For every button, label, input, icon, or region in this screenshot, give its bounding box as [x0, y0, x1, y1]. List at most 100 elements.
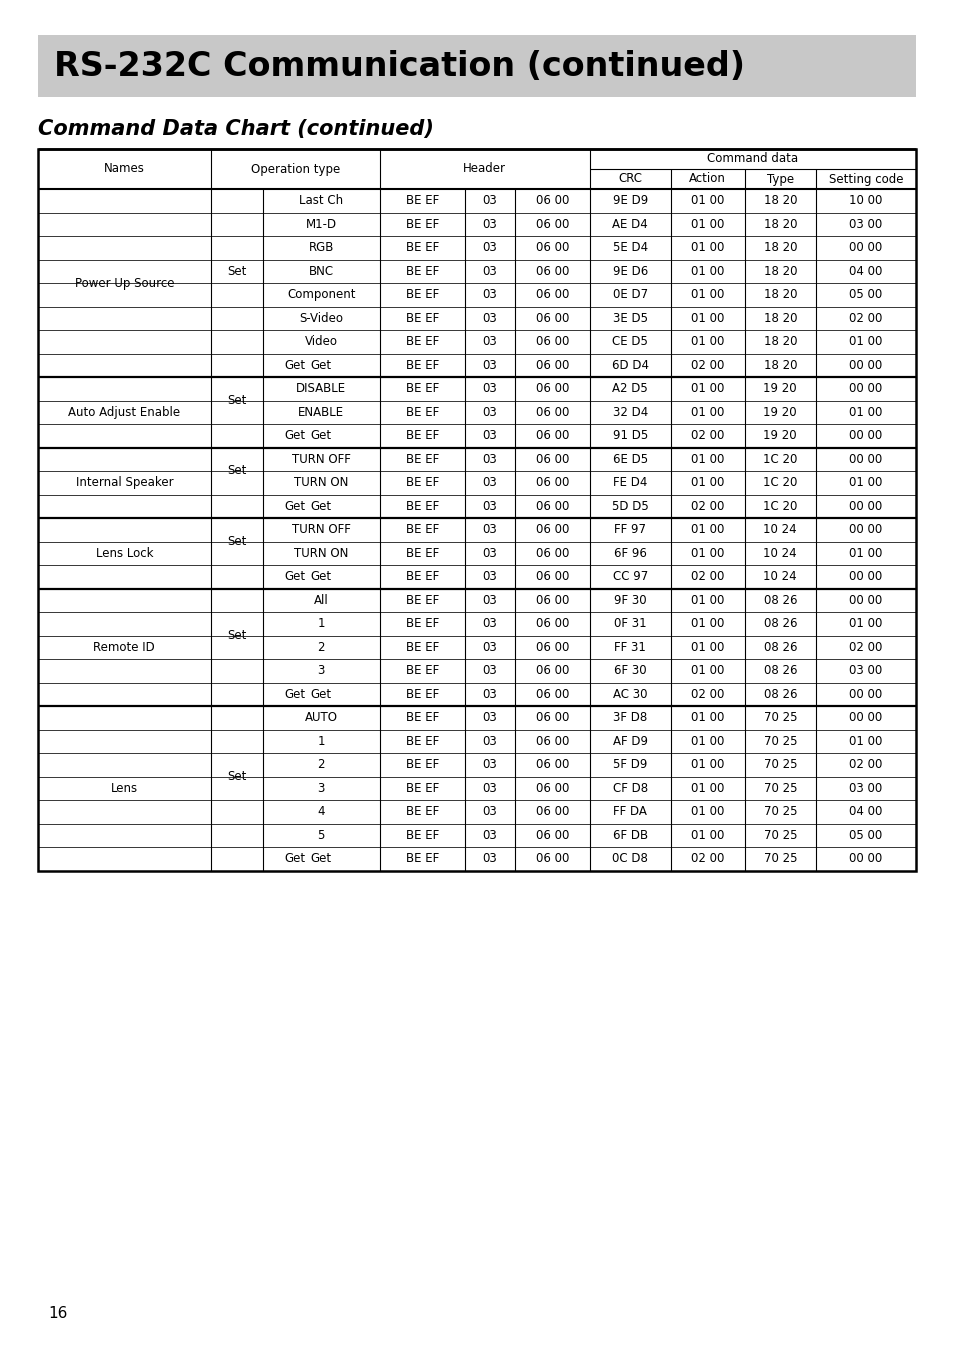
Text: 00 00: 00 00	[848, 571, 882, 583]
Text: 01 00: 01 00	[848, 734, 882, 748]
Text: 70 25: 70 25	[762, 781, 796, 795]
Text: 01 00: 01 00	[848, 476, 882, 489]
Text: 19 20: 19 20	[762, 429, 797, 442]
Text: 01 00: 01 00	[690, 288, 723, 301]
Text: BE EF: BE EF	[405, 312, 438, 324]
Text: 04 00: 04 00	[848, 806, 882, 818]
Text: 03: 03	[482, 688, 497, 700]
Text: 03: 03	[482, 406, 497, 419]
Text: 04 00: 04 00	[848, 265, 882, 277]
Text: Get: Get	[284, 500, 305, 512]
Text: 08 26: 08 26	[762, 594, 796, 607]
Text: 70 25: 70 25	[762, 758, 796, 771]
Text: BE EF: BE EF	[405, 806, 438, 818]
Text: 06 00: 06 00	[535, 406, 568, 419]
Text: RS-232C Communication (continued): RS-232C Communication (continued)	[54, 50, 744, 82]
Text: 3E D5: 3E D5	[612, 312, 647, 324]
Text: 03: 03	[482, 358, 497, 372]
Text: 03 00: 03 00	[848, 218, 882, 231]
Text: BE EF: BE EF	[405, 829, 438, 842]
Text: 16: 16	[48, 1306, 68, 1321]
Text: Set: Set	[227, 629, 246, 642]
Text: Get: Get	[284, 429, 305, 442]
Text: 06 00: 06 00	[535, 594, 568, 607]
Text: 3: 3	[317, 781, 324, 795]
Text: Get: Get	[311, 500, 332, 512]
Text: 06 00: 06 00	[535, 218, 568, 231]
Text: FE D4: FE D4	[613, 476, 647, 489]
Text: 3: 3	[317, 664, 324, 677]
Text: BE EF: BE EF	[405, 335, 438, 349]
Text: 02 00: 02 00	[690, 358, 723, 372]
Text: 01 00: 01 00	[690, 383, 723, 395]
Text: 03: 03	[482, 335, 497, 349]
Text: 03: 03	[482, 195, 497, 207]
Text: 03: 03	[482, 500, 497, 512]
Text: CE D5: CE D5	[612, 335, 647, 349]
Text: 06 00: 06 00	[535, 358, 568, 372]
Text: 05 00: 05 00	[848, 829, 882, 842]
Text: BE EF: BE EF	[405, 594, 438, 607]
Text: 03: 03	[482, 383, 497, 395]
Text: 10 24: 10 24	[762, 571, 797, 583]
Text: Component: Component	[287, 288, 355, 301]
Text: BE EF: BE EF	[405, 195, 438, 207]
Text: M1-D: M1-D	[305, 218, 336, 231]
Text: 01 00: 01 00	[690, 406, 723, 419]
Text: 1: 1	[317, 618, 325, 630]
Text: 03: 03	[482, 571, 497, 583]
Text: 01 00: 01 00	[690, 241, 723, 254]
Text: BE EF: BE EF	[405, 688, 438, 700]
Text: 18 20: 18 20	[762, 241, 796, 254]
Text: RGB: RGB	[308, 241, 334, 254]
Text: Command Data Chart (continued): Command Data Chart (continued)	[38, 119, 434, 139]
Text: 06 00: 06 00	[535, 312, 568, 324]
Text: TURN OFF: TURN OFF	[292, 453, 350, 465]
Text: 08 26: 08 26	[762, 664, 796, 677]
Text: 18 20: 18 20	[762, 358, 796, 372]
Text: 03 00: 03 00	[848, 664, 882, 677]
Text: 03: 03	[482, 453, 497, 465]
Text: BE EF: BE EF	[405, 429, 438, 442]
Text: Action: Action	[688, 173, 725, 185]
Text: TURN ON: TURN ON	[294, 546, 348, 560]
Text: ENABLE: ENABLE	[297, 406, 344, 419]
Text: 02 00: 02 00	[848, 758, 882, 771]
Text: 70 25: 70 25	[762, 734, 796, 748]
Text: 03: 03	[482, 546, 497, 560]
Text: 03: 03	[482, 265, 497, 277]
Text: BE EF: BE EF	[405, 288, 438, 301]
Text: 03: 03	[482, 594, 497, 607]
Text: 06 00: 06 00	[535, 734, 568, 748]
Text: 02 00: 02 00	[690, 571, 723, 583]
Text: 5D D5: 5D D5	[611, 500, 648, 512]
Text: BE EF: BE EF	[405, 523, 438, 537]
Text: Get: Get	[311, 852, 332, 865]
Text: 01 00: 01 00	[690, 758, 723, 771]
Text: 1: 1	[317, 734, 325, 748]
Text: 06 00: 06 00	[535, 781, 568, 795]
Text: BE EF: BE EF	[405, 218, 438, 231]
Text: Set: Set	[227, 465, 246, 477]
Text: BE EF: BE EF	[405, 781, 438, 795]
Text: 06 00: 06 00	[535, 688, 568, 700]
Text: Last Ch: Last Ch	[299, 195, 343, 207]
Text: 9E D6: 9E D6	[612, 265, 647, 277]
Text: 0E D7: 0E D7	[612, 288, 647, 301]
Text: 00 00: 00 00	[848, 852, 882, 865]
Text: 01 00: 01 00	[690, 265, 723, 277]
Text: Set: Set	[227, 265, 246, 277]
Text: BE EF: BE EF	[405, 664, 438, 677]
Text: CC 97: CC 97	[612, 571, 647, 583]
Text: S-Video: S-Video	[299, 312, 343, 324]
Text: Internal Speaker: Internal Speaker	[75, 476, 173, 489]
Text: Set: Set	[227, 535, 246, 548]
Text: 06 00: 06 00	[535, 806, 568, 818]
Text: BE EF: BE EF	[405, 265, 438, 277]
Text: 01 00: 01 00	[848, 618, 882, 630]
Text: 02 00: 02 00	[848, 312, 882, 324]
Text: 06 00: 06 00	[535, 265, 568, 277]
Text: 01 00: 01 00	[690, 806, 723, 818]
Text: 0F 31: 0F 31	[614, 618, 646, 630]
Text: Get: Get	[311, 688, 332, 700]
